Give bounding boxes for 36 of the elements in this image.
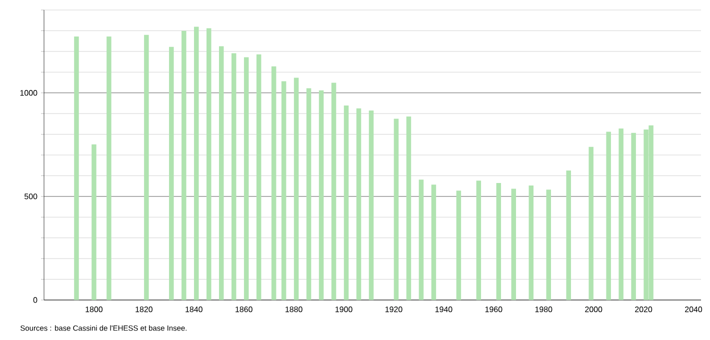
bar [194,26,199,300]
bar [418,180,424,300]
bar [546,190,551,300]
bar [368,110,374,300]
bar [528,185,534,300]
bar [281,81,286,300]
bar [406,116,412,300]
bar [344,105,349,300]
bar [144,34,149,300]
bar [331,82,336,300]
bar [244,57,249,300]
bar [256,54,262,300]
bar [271,66,276,300]
bar [566,170,571,300]
bar [356,108,362,300]
bar [218,46,224,300]
bar [476,180,482,300]
bar [206,28,212,300]
bar [231,53,236,300]
bar [306,88,312,300]
bar [318,90,324,300]
bar [182,30,186,300]
bar [606,132,611,300]
bar [169,46,174,300]
bar [511,188,516,300]
bar [106,36,112,300]
bar [588,146,594,300]
bar [74,36,79,300]
bar [431,184,436,300]
bar [631,132,636,300]
bar [92,144,96,300]
bar [394,118,399,300]
bar [618,128,624,300]
bar [496,182,502,300]
bar [294,78,299,300]
bar [456,190,462,300]
